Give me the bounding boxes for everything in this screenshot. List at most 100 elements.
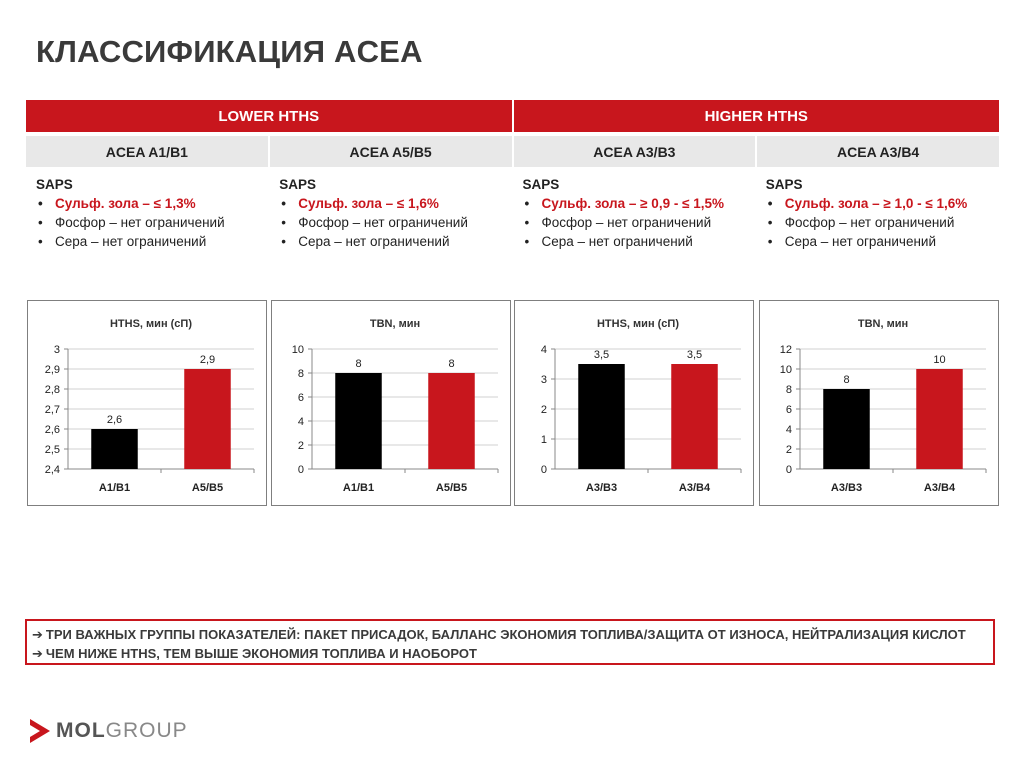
class-header-a1b1: ACEA A1/B1 — [26, 136, 268, 167]
spec-item-phosphorus: Фосфор – нет ограничений — [279, 213, 512, 232]
y-tick-label: 2 — [298, 440, 304, 452]
x-tick-label: A1/B1 — [99, 482, 130, 494]
x-tick-label: A3/B3 — [586, 482, 617, 494]
spec-title: SAPS — [522, 177, 560, 192]
chart-title: HTHS, мин (сП) — [110, 318, 192, 330]
bar — [335, 373, 382, 469]
data-label: 3,5 — [687, 349, 702, 361]
bar-chart-svg: TBN, мин 0 2 4 6 8 10 12 8 A3/B3 10 A3/B4 — [780, 318, 987, 494]
y-tick-label: 2 — [541, 404, 547, 416]
data-label: 10 — [933, 354, 945, 366]
bar — [916, 369, 963, 469]
x-tick-label: A3/B4 — [679, 482, 711, 494]
chart-hths-higher: HTHS, мин (сП) 0 1 2 3 4 3,5 A3/B3 3,5 A3/B4 — [514, 300, 754, 506]
data-label: 8 — [448, 358, 454, 370]
y-tick-label: 2,8 — [45, 384, 60, 396]
key-notes-box: ➔ ТРИ ВАЖНЫХ ГРУППЫ ПОКАЗАТЕЛЕЙ: ПАКЕТ ПР… — [25, 619, 995, 665]
y-tick-label: 2,7 — [45, 404, 60, 416]
data-label: 8 — [843, 374, 849, 386]
bar — [823, 389, 870, 469]
y-tick-label: 2,4 — [45, 464, 60, 476]
spec-item-sulfur: Сера – нет ограничений — [523, 232, 756, 251]
spec-item-sulfur: Сера – нет ограничений — [36, 232, 269, 251]
spec-item-phosphorus: Фосфор – нет ограничений — [523, 213, 756, 232]
y-tick-label: 6 — [786, 404, 792, 416]
note-line: ➔ ЧЕМ НИЖЕ HTHS, ТЕМ ВЫШЕ ЭКОНОМИЯ ТОПЛИВ… — [32, 646, 477, 662]
data-label: 2,6 — [107, 414, 122, 426]
x-tick-label: A5/B5 — [436, 482, 467, 494]
spec-column: SAPS Сульф. зола – ≤ 1,3% Фосфор – нет о… — [26, 175, 269, 251]
y-tick-label: 10 — [292, 344, 304, 356]
spec-column: SAPS Сульф. зола – ≤ 1,6% Фосфор – нет о… — [269, 175, 512, 251]
specs-row: SAPS Сульф. зола – ≤ 1,3% Фосфор – нет о… — [26, 175, 999, 251]
chart-title: TBN, мин — [370, 318, 420, 330]
spec-title: SAPS — [36, 177, 73, 192]
spec-item-sulfated-ash: Сульф. зола – ≥ 1,0 - ≤ 1,6% — [766, 194, 999, 213]
class-header-a3b4: ACEA A3/B4 — [755, 136, 999, 167]
chart-hths-lower: HTHS, мин (сП) 2,4 2,5 2,6 2,7 2,8 2,9 3 2,6 A1/B… — [27, 300, 267, 506]
note-text: ЧЕМ НИЖЕ HTHS, ТЕМ ВЫШЕ ЭКОНОМИЯ ТОПЛИВА… — [45, 646, 477, 661]
y-tick-label: 4 — [541, 344, 547, 356]
spec-title: SAPS — [279, 177, 317, 192]
bar-chart-svg: HTHS, мин (сП) 0 1 2 3 4 3,5 A3/B3 3,5 A3/B4 — [541, 318, 742, 494]
bar — [428, 373, 475, 469]
y-tick-label: 3 — [54, 344, 60, 356]
y-tick-label: 0 — [541, 464, 547, 476]
spec-item-sulfur: Сера – нет ограничений — [766, 232, 999, 251]
spec-column: SAPS Сульф. зола – ≥ 1,0 - ≤ 1,6% Фосфор… — [756, 175, 999, 251]
x-tick-label: A5/B5 — [192, 482, 223, 494]
chart-title: HTHS, мин (сП) — [597, 318, 679, 330]
bar-chart-svg: TBN, мин 0 2 4 6 8 10 8 A1/B1 8 A5/B5 — [292, 318, 499, 494]
y-tick-label: 3 — [541, 374, 547, 386]
bar-chart-svg: HTHS, мин (сП) 2,4 2,5 2,6 2,7 2,8 2,9 3 2,6 A1/B… — [45, 318, 255, 494]
y-tick-label: 8 — [298, 368, 304, 380]
mol-triangle-icon — [30, 719, 50, 743]
y-tick-label: 6 — [298, 392, 304, 404]
spec-item-phosphorus: Фосфор – нет ограничений — [766, 213, 999, 232]
note-text: ТРИ ВАЖНЫХ ГРУППЫ ПОКАЗАТЕЛЕЙ: ПАКЕТ ПРИ… — [45, 627, 966, 642]
page-title: КЛАССИФИКАЦИЯ ACEA — [36, 34, 423, 69]
bar — [91, 429, 138, 469]
x-tick-label: A1/B1 — [343, 482, 374, 494]
spec-item-sulfated-ash: Сульф. зола – ≥ 0,9 - ≤ 1,5% — [523, 194, 756, 213]
spec-column: SAPS Сульф. зола – ≥ 0,9 - ≤ 1,5% Фосфор… — [513, 175, 756, 251]
y-tick-label: 2,6 — [45, 424, 60, 436]
y-tick-label: 1 — [541, 434, 547, 446]
x-tick-label: A3/B4 — [924, 482, 956, 494]
chart-tbn-higher: TBN, мин 0 2 4 6 8 10 12 8 A3/B3 10 A3/B4 — [759, 300, 999, 506]
arrow-right-icon: ➔ — [32, 627, 43, 642]
spec-item-sulfated-ash: Сульф. зола – ≤ 1,6% — [279, 194, 512, 213]
bar — [184, 369, 231, 469]
company-logo: MOLGROUP — [30, 718, 188, 744]
y-tick-label: 2,5 — [45, 444, 60, 456]
y-tick-label: 4 — [786, 424, 792, 436]
spec-title: SAPS — [765, 177, 803, 192]
note-line: ➔ ТРИ ВАЖНЫХ ГРУППЫ ПОКАЗАТЕЛЕЙ: ПАКЕТ ПР… — [32, 627, 966, 643]
y-tick-label: 10 — [780, 364, 792, 376]
bar — [671, 364, 718, 469]
group-header-lower-hths: LOWER HTHS — [26, 100, 512, 132]
group-header-row: LOWER HTHS HIGHER HTHS — [26, 100, 999, 132]
class-header-a5b5: ACEA A5/B5 — [267, 136, 512, 167]
acea-table: LOWER HTHS HIGHER HTHS ACEA A1/B1 ACEA A… — [26, 100, 999, 251]
spec-item-sulfated-ash: Сульф. зола – ≤ 1,3% — [36, 194, 269, 213]
y-tick-label: 0 — [298, 464, 304, 476]
y-tick-label: 4 — [298, 416, 304, 428]
arrow-right-icon: ➔ — [32, 646, 43, 661]
x-tick-label: A3/B3 — [831, 482, 862, 494]
logo-text: MOLGROUP — [56, 719, 188, 742]
y-tick-label: 2 — [786, 444, 792, 456]
data-label: 3,5 — [594, 349, 609, 361]
bar — [578, 364, 625, 469]
y-tick-label: 8 — [786, 384, 792, 396]
chart-title: TBN, мин — [858, 318, 908, 330]
data-label: 2,9 — [200, 354, 215, 366]
chart-tbn-lower: TBN, мин 0 2 4 6 8 10 8 A1/B1 8 A5/B5 — [271, 300, 511, 506]
group-header-higher-hths: HIGHER HTHS — [511, 100, 999, 132]
y-tick-label: 2,9 — [45, 364, 60, 376]
class-header-a3b3: ACEA A3/B3 — [511, 136, 756, 167]
data-label: 8 — [355, 358, 361, 370]
y-tick-label: 0 — [786, 464, 792, 476]
class-header-row: ACEA A1/B1 ACEA A5/B5 ACEA A3/B3 ACEA A3… — [26, 136, 999, 167]
spec-item-phosphorus: Фосфор – нет ограничений — [36, 213, 269, 232]
